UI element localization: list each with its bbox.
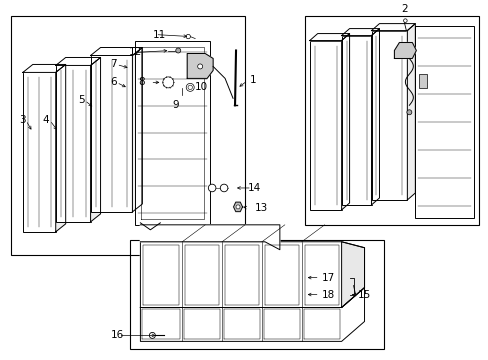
Polygon shape xyxy=(394,42,415,58)
Polygon shape xyxy=(341,33,349,210)
Bar xyxy=(414,26,473,218)
Bar xyxy=(135,41,210,225)
Circle shape xyxy=(208,184,216,192)
Polygon shape xyxy=(140,242,364,307)
Polygon shape xyxy=(90,48,142,55)
Polygon shape xyxy=(371,28,379,205)
Bar xyxy=(419,75,427,88)
Text: 8: 8 xyxy=(138,77,145,87)
Circle shape xyxy=(164,79,171,86)
Bar xyxy=(130,240,384,349)
Polygon shape xyxy=(23,64,65,72)
Text: 6: 6 xyxy=(110,77,117,87)
Polygon shape xyxy=(309,33,349,41)
Bar xyxy=(341,36,371,205)
Polygon shape xyxy=(341,28,379,36)
Polygon shape xyxy=(132,48,142,212)
Circle shape xyxy=(220,184,227,192)
Polygon shape xyxy=(90,58,101,222)
Circle shape xyxy=(175,48,181,53)
Circle shape xyxy=(187,85,192,90)
Bar xyxy=(309,41,341,210)
Circle shape xyxy=(149,332,155,338)
Polygon shape xyxy=(140,288,364,341)
Text: 10: 10 xyxy=(195,82,208,93)
Text: 2: 2 xyxy=(400,4,407,14)
Circle shape xyxy=(197,64,202,69)
Polygon shape xyxy=(371,24,414,31)
Text: 18: 18 xyxy=(321,289,334,300)
Bar xyxy=(56,66,90,222)
Bar xyxy=(23,72,56,232)
Text: 16: 16 xyxy=(110,330,123,341)
Polygon shape xyxy=(140,225,279,250)
Polygon shape xyxy=(407,24,414,200)
Polygon shape xyxy=(341,242,364,307)
Bar xyxy=(371,31,407,200)
Circle shape xyxy=(186,84,194,91)
Text: 12: 12 xyxy=(128,48,142,58)
Text: 14: 14 xyxy=(247,183,261,193)
Text: 17: 17 xyxy=(321,273,334,283)
Text: 7: 7 xyxy=(110,59,117,69)
Polygon shape xyxy=(56,58,101,66)
Circle shape xyxy=(163,77,173,88)
Text: 11: 11 xyxy=(152,30,165,40)
Circle shape xyxy=(406,110,411,115)
Text: 5: 5 xyxy=(79,95,85,105)
Circle shape xyxy=(236,205,240,209)
Text: 3: 3 xyxy=(19,115,25,125)
Text: 4: 4 xyxy=(42,115,49,125)
Text: 15: 15 xyxy=(357,289,370,300)
Text: 13: 13 xyxy=(254,203,267,213)
Bar xyxy=(11,15,244,255)
Bar xyxy=(90,55,132,212)
Text: 1: 1 xyxy=(249,75,256,85)
Circle shape xyxy=(185,34,190,39)
Polygon shape xyxy=(187,54,213,78)
Text: 9: 9 xyxy=(172,100,179,110)
Polygon shape xyxy=(56,64,65,232)
Circle shape xyxy=(403,19,407,22)
Bar xyxy=(304,15,478,225)
Polygon shape xyxy=(233,202,242,212)
